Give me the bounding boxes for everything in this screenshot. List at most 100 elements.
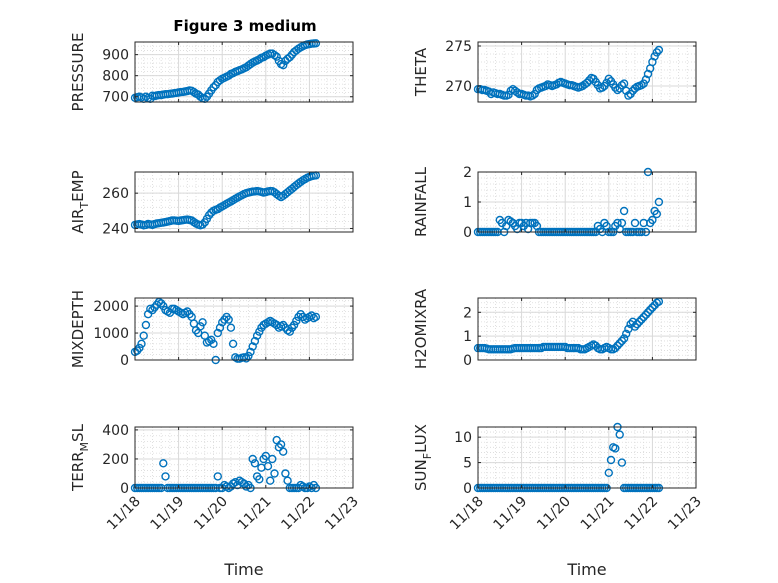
y-tick-label: 0 (120, 481, 129, 497)
subplot-rainfall: 0 1 2 RAINFALL (412, 165, 697, 241)
y-tick-label: 2000 (93, 299, 129, 315)
data-point (582, 78, 592, 88)
figure-title: Figure 3 medium (173, 17, 316, 35)
data-point (639, 312, 648, 322)
data-point (617, 80, 627, 90)
subplot-sun-flux: 11/18 11/19 11/20 11/21 11/22 11/23 0 5 10 SUNFLU… (412, 422, 705, 579)
data-point (652, 48, 661, 57)
data-point (255, 55, 264, 64)
y-tick-label: 270 (445, 79, 472, 95)
data-point (159, 301, 168, 311)
data-point (654, 45, 664, 55)
data-point (635, 317, 644, 326)
y-tick-label: 700 (102, 90, 129, 106)
y-axis-label: H2OMIXRA (412, 288, 430, 369)
y-tick-label: 1 (463, 195, 472, 211)
data-point (292, 316, 301, 326)
subplot-h2omixra: 0 1 2 H2OMIXRA (412, 288, 697, 369)
data-point (213, 472, 223, 481)
data-point (281, 469, 290, 478)
data-point (630, 322, 640, 331)
data-point (613, 341, 622, 350)
data-point (248, 342, 257, 351)
data-point (276, 440, 286, 449)
y-tick-label: 10 (454, 430, 472, 446)
data-point (255, 327, 264, 336)
y-tick-label: 400 (102, 423, 129, 439)
x-tick-label: 11/22 (278, 494, 318, 534)
y-tick-label: 900 (102, 48, 129, 64)
x-tick-label: 11/23 (665, 494, 705, 534)
data-point (246, 347, 255, 357)
data-point (530, 89, 539, 99)
data-point (598, 83, 607, 92)
data-point (639, 79, 648, 88)
data-point (650, 52, 659, 61)
data-point (248, 454, 257, 464)
data-point (283, 476, 292, 485)
y-axis-label: RAINFALL (412, 166, 430, 237)
y-tick-label: 240 (102, 221, 129, 237)
x-tick-label: 11/19 (148, 494, 188, 534)
y-tick-label: 0 (463, 225, 472, 241)
x-tick-label: 11/18 (104, 494, 144, 534)
data-point (283, 54, 292, 63)
data-point (250, 336, 260, 346)
data-point (215, 323, 225, 332)
y-axis-label: TERRMSL (69, 423, 91, 492)
data-point (196, 322, 205, 331)
axes-box (134, 297, 354, 361)
data-point (209, 339, 218, 348)
axes-box (477, 426, 697, 489)
data-point (224, 315, 233, 324)
data-point (257, 463, 266, 472)
data-point (632, 320, 642, 329)
data-point (135, 343, 144, 353)
subplot-air-temp: 240 260 AIRTEMP (69, 170, 354, 237)
axes-box (477, 41, 697, 103)
x-tick-label: 11/21 (235, 494, 275, 534)
y-tick-label: 0 (463, 353, 472, 369)
x-tick-label: 11/19 (491, 494, 531, 534)
y-tick-label: 1000 (93, 326, 129, 342)
axes-box (134, 171, 354, 233)
data-point (619, 334, 629, 343)
x-axis-label: Time (566, 560, 606, 579)
data-point (279, 447, 288, 456)
data-point (268, 454, 277, 464)
y-tick-label: 5 (463, 456, 472, 472)
data-point (615, 430, 624, 439)
data-point (630, 218, 640, 228)
data-point (279, 60, 288, 70)
data-point (285, 327, 294, 336)
data-point (261, 451, 270, 461)
data-point (643, 308, 653, 317)
data-point (241, 354, 251, 363)
data-point (224, 71, 233, 80)
data-point (272, 52, 281, 61)
y-axis-label: MIXDEPTH (69, 290, 87, 368)
data-point (287, 50, 297, 59)
data-point (189, 87, 199, 97)
data-point (646, 305, 655, 315)
x-tick-label: 11/23 (322, 494, 362, 534)
x-axis-label: Time (223, 560, 263, 579)
data-point (226, 323, 236, 332)
y-axis-label: PRESSURE (69, 33, 87, 112)
data-point (198, 318, 207, 327)
data-point (652, 209, 661, 219)
axes-box (477, 297, 697, 361)
data-point (272, 435, 281, 445)
data-point (207, 335, 216, 344)
data-point (198, 220, 207, 229)
y-tick-label: 0 (120, 353, 129, 369)
data-point (611, 343, 620, 353)
data-point (289, 320, 299, 330)
y-axis-label: SUNFLUX (412, 424, 434, 491)
y-tick-label: 275 (445, 39, 472, 55)
data-point (250, 459, 260, 468)
data-point (619, 206, 629, 216)
data-point (139, 331, 148, 340)
data-point (654, 197, 664, 207)
